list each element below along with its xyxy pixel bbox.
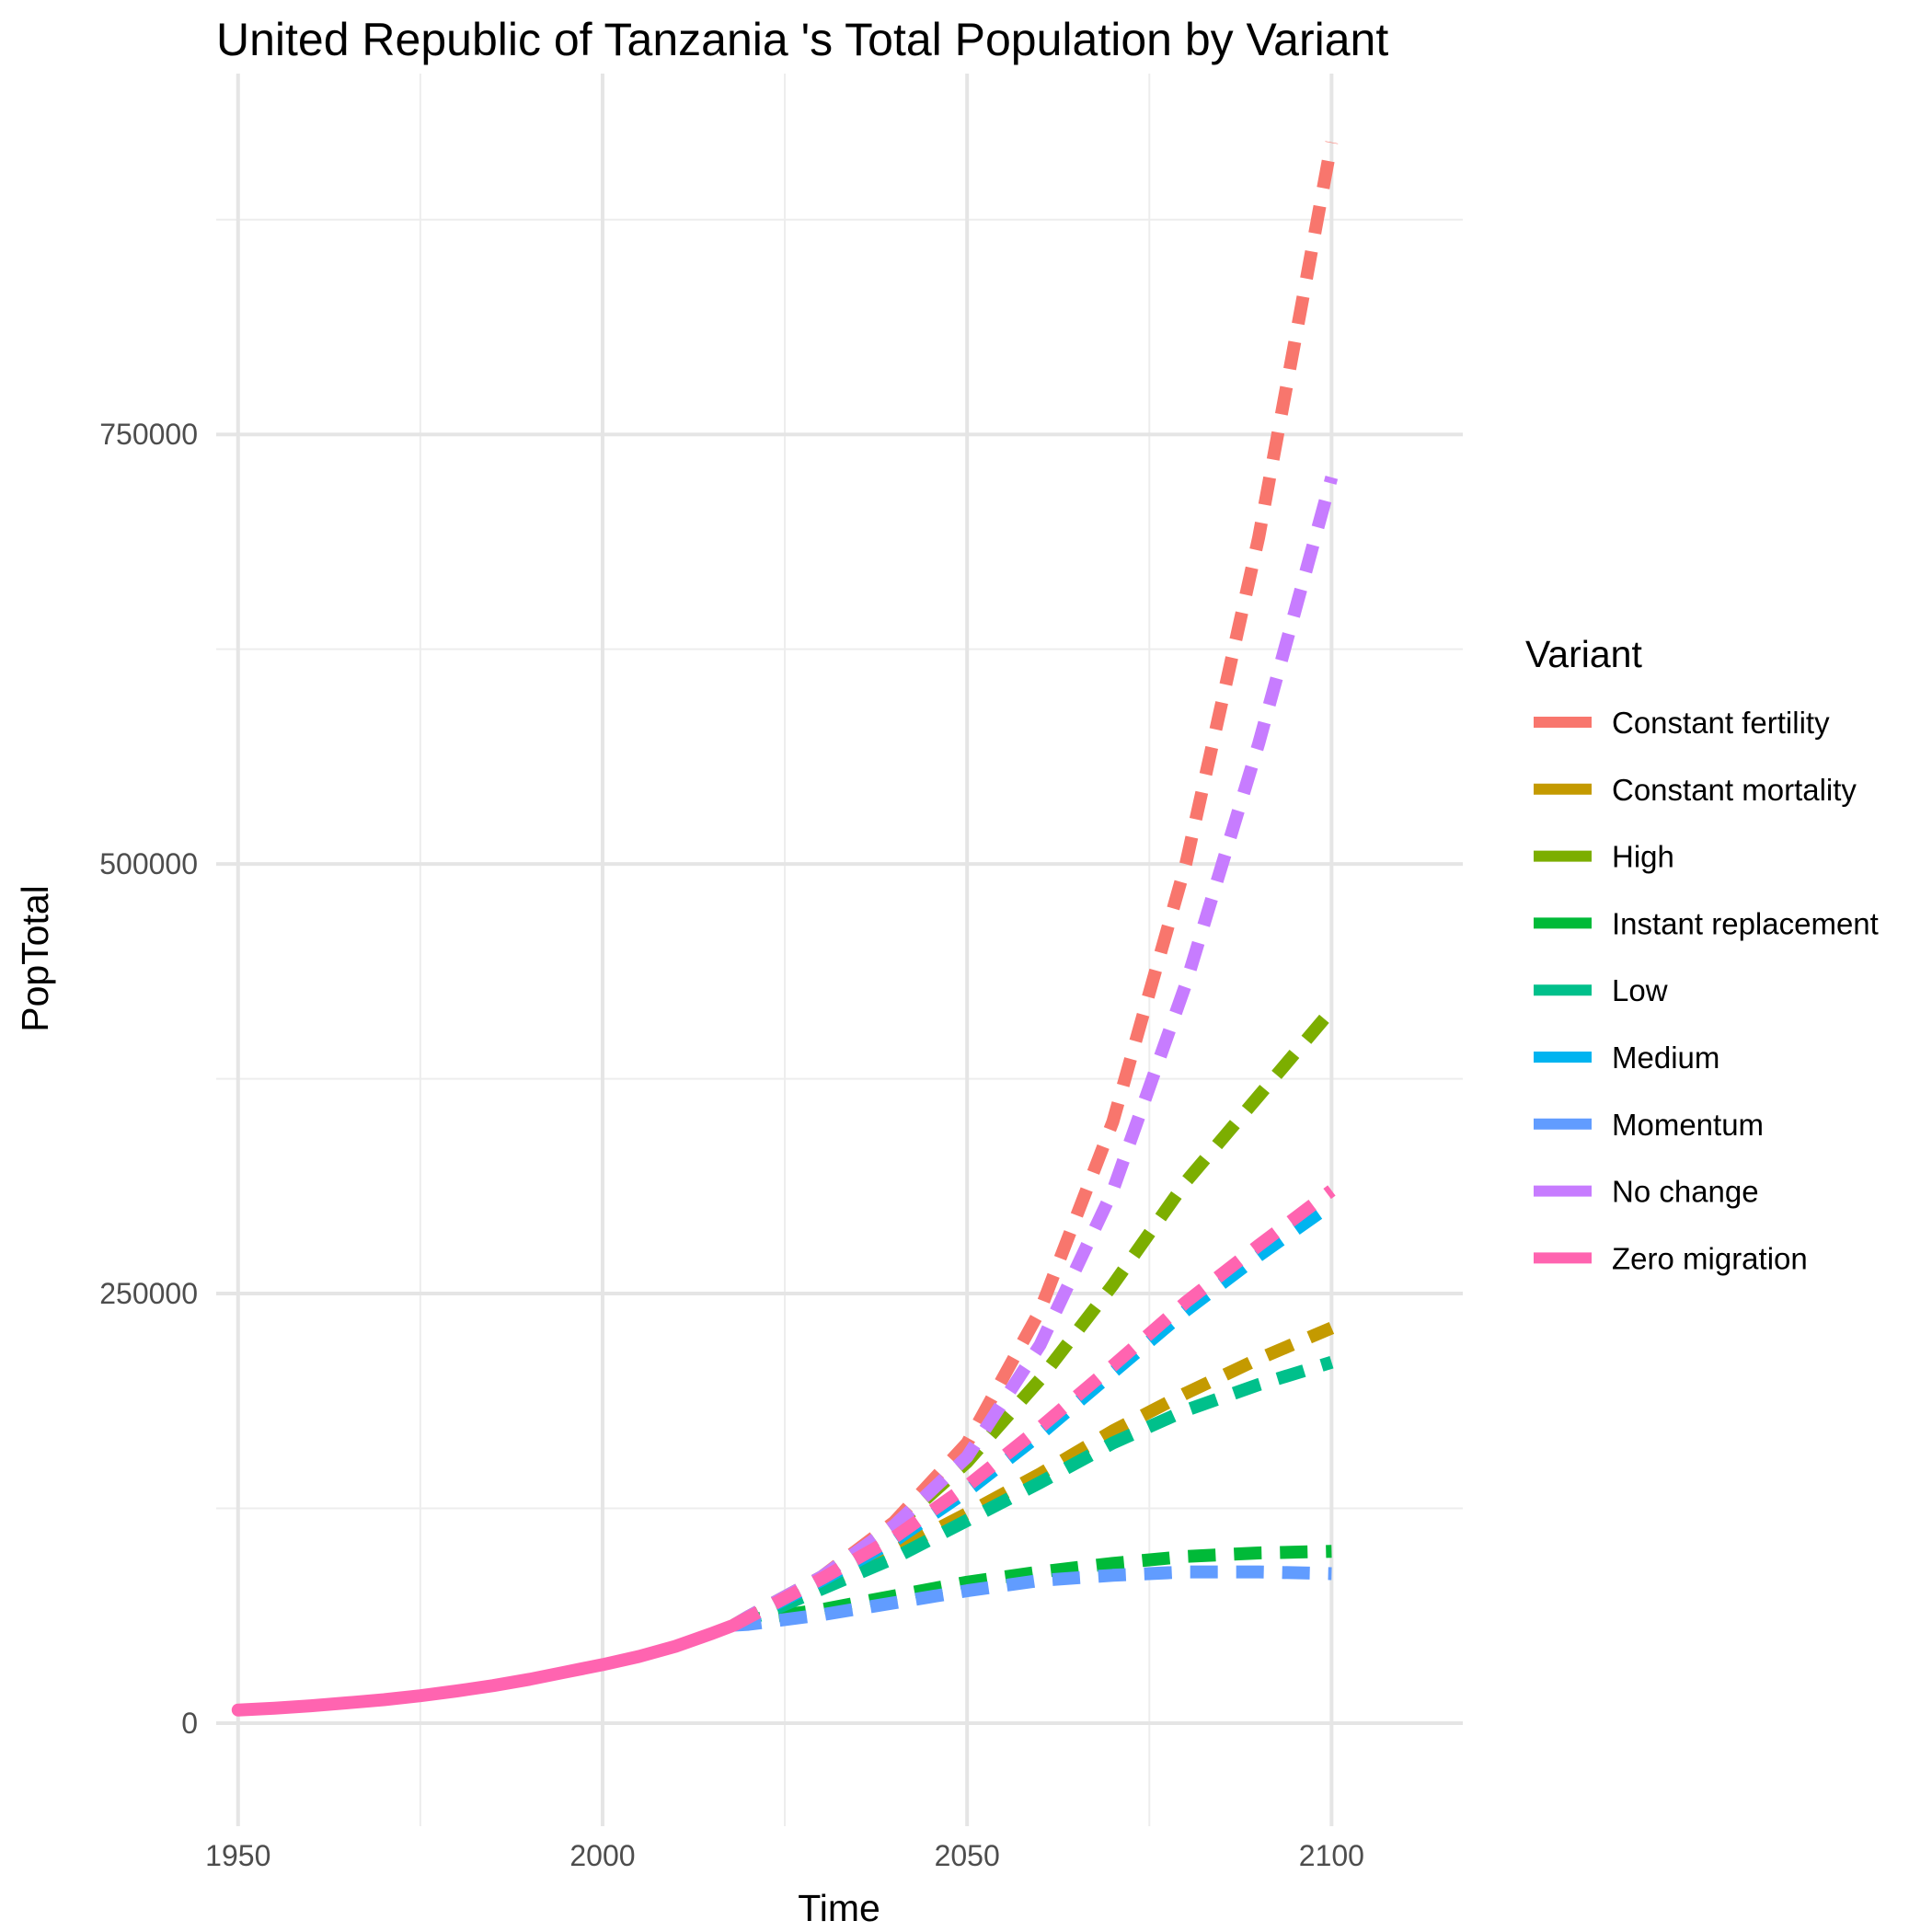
y-tick-label: 250000 [99, 1277, 198, 1310]
series-line-zero-migration [730, 1185, 1336, 1631]
legend-label: Momentum [1612, 1108, 1764, 1142]
series-lines [231, 141, 1339, 1717]
series-line-constant-fertility [730, 141, 1339, 1631]
minor-gridlines [216, 74, 1463, 1826]
chart-title: United Republic of Tanzania 's Total Pop… [216, 14, 1388, 65]
legend-label: Constant fertility [1612, 706, 1830, 740]
x-tick-label: 2050 [935, 1839, 1000, 1872]
y-tick-label: 500000 [99, 847, 198, 880]
legend-label: High [1612, 840, 1674, 874]
series-line-momentum [733, 1565, 1332, 1632]
legend-title: Variant [1525, 633, 1642, 675]
legend-label: Low [1612, 973, 1668, 1007]
y-axis-title: PopTotal [14, 885, 56, 1032]
legend-label: Zero migration [1612, 1241, 1808, 1275]
x-tick-label: 2100 [1299, 1839, 1364, 1872]
y-tick-label: 750000 [99, 418, 198, 451]
x-tick-label: 2000 [569, 1839, 635, 1872]
x-axis-title: Time [798, 1887, 880, 1929]
major-gridlines [216, 74, 1463, 1826]
y-tick-label: 0 [181, 1707, 198, 1740]
historical-line [231, 1618, 741, 1717]
x-tick-label: 1950 [205, 1839, 270, 1872]
series-line-medium [730, 1199, 1336, 1631]
legend-label: Instant replacement [1612, 906, 1879, 940]
legend-label: Constant mortality [1612, 773, 1857, 807]
tick-labels: 1950 2000 2050 2100 0 250000 500000 750000 [99, 418, 1364, 1872]
legend: Variant Constant fertility Constant morta… [1525, 633, 1879, 1275]
legend-label: No change [1612, 1175, 1759, 1209]
legend-label: Medium [1612, 1041, 1719, 1075]
